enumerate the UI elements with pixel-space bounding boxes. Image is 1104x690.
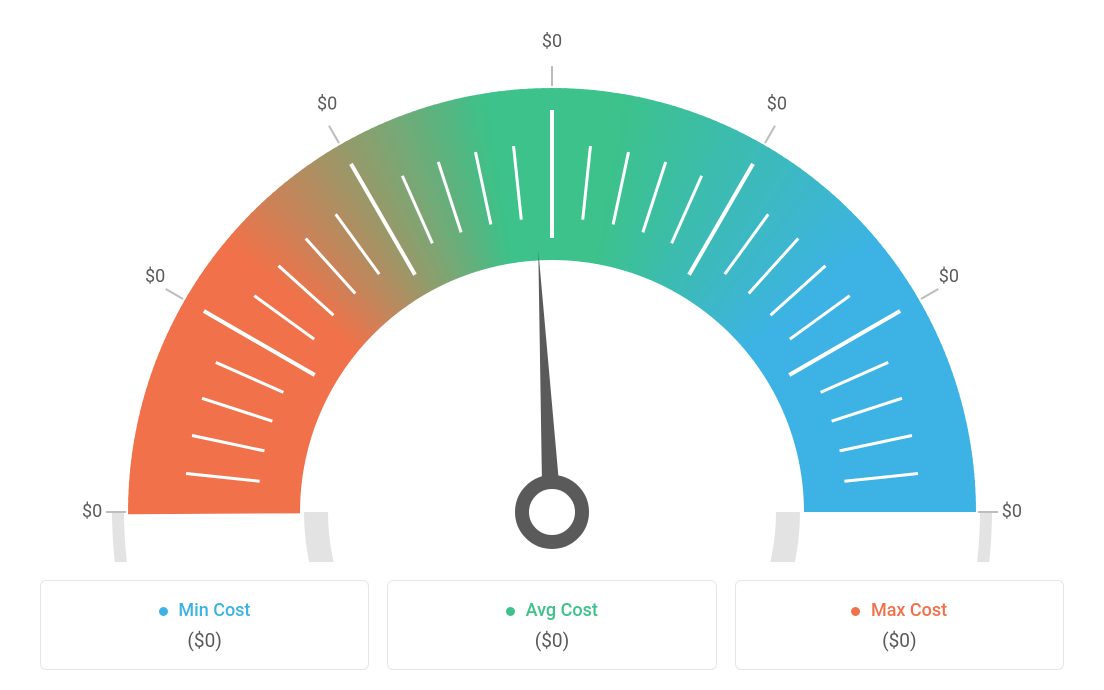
gauge-tick-label: $0 <box>82 501 102 522</box>
dot-icon <box>159 607 168 616</box>
legend-value-max: ($0) <box>748 629 1051 652</box>
legend-card-max: Max Cost ($0) <box>735 580 1064 670</box>
legend-label-min: Min Cost <box>53 600 356 621</box>
gauge-chart: $0 $0 $0 $0 $0 $0 $0 <box>40 32 1064 562</box>
gauge-tick-label: $0 <box>1002 501 1022 522</box>
gauge-tick-label: $0 <box>767 94 787 115</box>
legend-card-avg: Avg Cost ($0) <box>387 580 716 670</box>
cost-gauge-container: $0 $0 $0 $0 $0 $0 $0 Min Cost ($0) Avg Cost ($… <box>0 0 1104 690</box>
gauge-area: $0 $0 $0 $0 $0 $0 $0 <box>40 10 1064 562</box>
gauge-tick-label: $0 <box>317 94 337 115</box>
gauge-tick-label: $0 <box>145 266 165 287</box>
dot-icon <box>851 607 860 616</box>
legend-label-max: Max Cost <box>748 600 1051 621</box>
legend-value-min: ($0) <box>53 629 356 652</box>
legend-label-text: Min Cost <box>178 600 250 621</box>
legend-label-text: Max Cost <box>871 600 947 621</box>
legend-label-text: Avg Cost <box>526 600 598 621</box>
legend-card-min: Min Cost ($0) <box>40 580 369 670</box>
legend-row: Min Cost ($0) Avg Cost ($0) Max Cost ($0… <box>40 580 1064 670</box>
gauge-tick-label: $0 <box>939 266 959 287</box>
dot-icon <box>506 607 515 616</box>
gauge-tick-label: $0 <box>542 32 562 52</box>
legend-label-avg: Avg Cost <box>400 600 703 621</box>
legend-value-avg: ($0) <box>400 629 703 652</box>
